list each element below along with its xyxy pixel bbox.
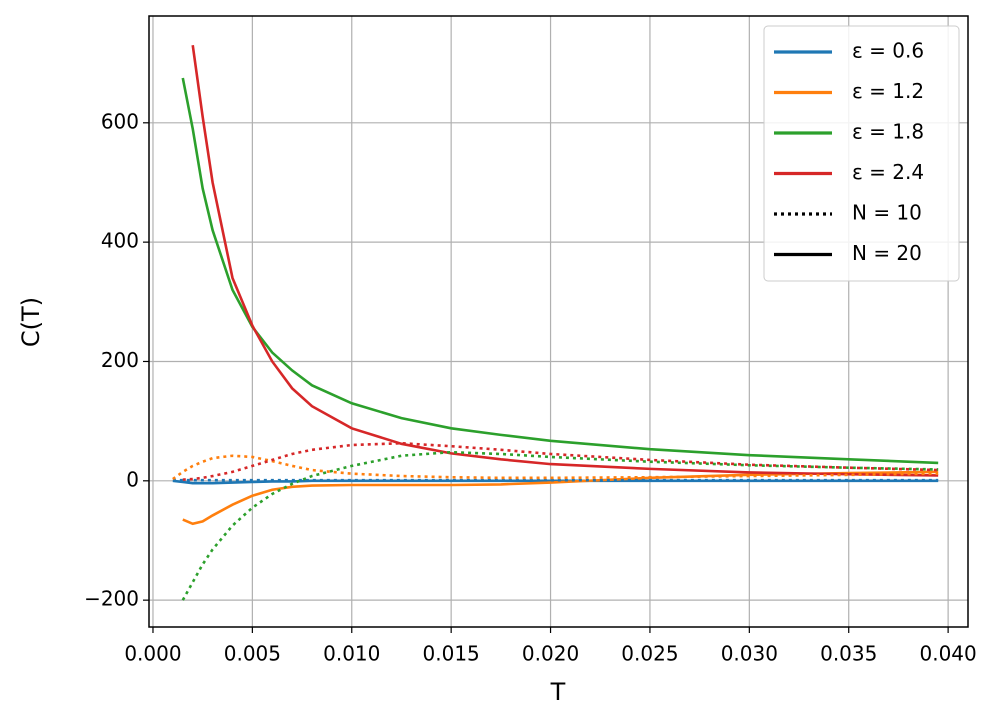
x-tick-label: 0.035 [820, 642, 877, 666]
legend-label: ε = 1.2 [852, 79, 924, 103]
plot-frame [148, 15, 969, 628]
legend-box [763, 25, 960, 282]
x-tick-label: 0.010 [323, 642, 380, 666]
y-tick-label: −200 [84, 587, 139, 611]
y-tick-label: 400 [101, 229, 139, 253]
x-tick-label: 0.000 [124, 642, 181, 666]
y-tick-label: 600 [101, 109, 139, 133]
legend: ε = 0.6 ε = 1.2 ε = 1.8 ε = 2.4 N = 10 N = 20 [763, 25, 960, 282]
x-tick-label: 0.025 [621, 642, 678, 666]
y-axis-label: C(T) [17, 297, 45, 347]
legend-label: ε = 2.4 [852, 160, 924, 184]
series-line [181, 77, 939, 465]
series-line [182, 441, 939, 481]
series-line [191, 45, 939, 477]
y-tick-label: 200 [101, 348, 139, 372]
series-line [181, 450, 939, 601]
x-tick-label: 0.005 [224, 642, 281, 666]
legend-label: N = 10 [852, 201, 922, 225]
series-line [172, 454, 939, 481]
legend-label: ε = 1.8 [852, 120, 924, 144]
x-tick-label: 0.030 [721, 642, 778, 666]
x-tick-label: 0.020 [522, 642, 579, 666]
x-tick-label: 0.040 [919, 642, 976, 666]
legend-label: ε = 0.6 [852, 39, 924, 63]
x-tick-label: 0.015 [423, 642, 480, 666]
y-tick-label: 0 [126, 467, 139, 491]
x-axis-label: T [550, 678, 566, 706]
legend-label: N = 20 [852, 241, 922, 265]
series-line [182, 470, 939, 526]
